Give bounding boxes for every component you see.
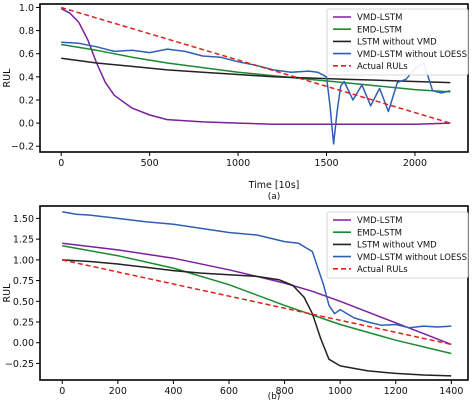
legend-label: LSTM without VMD — [357, 241, 437, 251]
y-tick-label: 0.50 — [13, 297, 34, 308]
legend-label: VMD-LSTM — [357, 13, 402, 23]
x-tick-label: 800 — [276, 386, 294, 397]
x-tick-label: 600 — [220, 386, 238, 397]
y-tick-label: 1.00 — [13, 255, 34, 266]
legend-label: VMD-LSTM without LOESS — [357, 253, 467, 263]
y-axis-label: RUL — [2, 283, 13, 303]
legend-label: Actual RULs — [357, 62, 408, 72]
legend-label: Actual RULs — [357, 265, 408, 275]
chart-panel-2: 0 200 400 600 800 1000 1200 1400 −0.25 0.00 0.25 0.… — [2, 205, 469, 402]
panel-label: (b) — [268, 392, 281, 402]
y-tick-label: 0.0 — [19, 119, 34, 130]
y-tick-label: 1.50 — [13, 214, 34, 225]
y-tick-label: −0.2 — [11, 142, 34, 153]
y-tick-label: 1.0 — [19, 3, 34, 14]
x-axis-label: Time [10s] — [248, 180, 300, 191]
x-tick-label: 400 — [164, 386, 182, 397]
y-tick-label: 1.25 — [13, 235, 34, 246]
x-tick-label: 0 — [59, 386, 65, 397]
legend-label: VMD-LSTM — [357, 216, 402, 226]
series-line — [62, 245, 452, 355]
y-tick-label: 0.4 — [19, 72, 34, 83]
y-tick-label: 0.2 — [19, 95, 34, 106]
legend: VMD-LSTM EMD-LSTM LSTM without VMD VMD-LSTM… — [326, 211, 469, 279]
legend-label: EMD-LSTM — [357, 228, 402, 238]
series-line — [61, 57, 451, 84]
series-line — [60, 6, 451, 124]
series-line — [62, 259, 452, 346]
x-tick-label: 2000 — [403, 158, 427, 169]
series-line — [61, 43, 451, 93]
y-tick-label: 0.75 — [13, 276, 34, 287]
x-tick-label: 500 — [141, 158, 159, 169]
y-tick-label: 0.25 — [13, 318, 34, 329]
series-line — [61, 41, 451, 145]
legend-label: VMD-LSTM without LOESS — [357, 50, 467, 60]
series-lines — [60, 6, 451, 145]
series-line — [62, 259, 452, 377]
x-tick-label: 1000 — [226, 158, 250, 169]
x-tick-label: 0 — [58, 158, 64, 169]
x-tick-label: 1500 — [314, 158, 338, 169]
legend-label: LSTM without VMD — [357, 38, 437, 48]
legend-label: EMD-LSTM — [357, 25, 402, 35]
y-axis-label: RUL — [2, 68, 13, 88]
series-lines — [62, 211, 452, 377]
y-tick-label: 0.8 — [19, 26, 34, 37]
x-tick-label: 1000 — [328, 386, 352, 397]
legend-box — [326, 8, 469, 76]
x-tick-label: 200 — [109, 386, 127, 397]
y-tick-label: 0.00 — [13, 338, 34, 349]
x-tick-label: 1400 — [439, 386, 463, 397]
y-tick-label: 0.6 — [19, 49, 34, 60]
legend: VMD-LSTM EMD-LSTM LSTM without VMD VMD-LSTM… — [326, 8, 469, 76]
x-tick-label: 1200 — [384, 386, 408, 397]
legend-box — [326, 211, 469, 279]
series-line — [60, 7, 451, 126]
panel-label: (a) — [268, 192, 281, 202]
chart-panel-1: 0 500 1000 1500 2000 −0.2 0.0 0.2 0.4 0.6 0.8 1.0 RU… — [2, 3, 469, 202]
series-line — [62, 211, 452, 329]
y-tick-label: −0.25 — [5, 359, 34, 370]
